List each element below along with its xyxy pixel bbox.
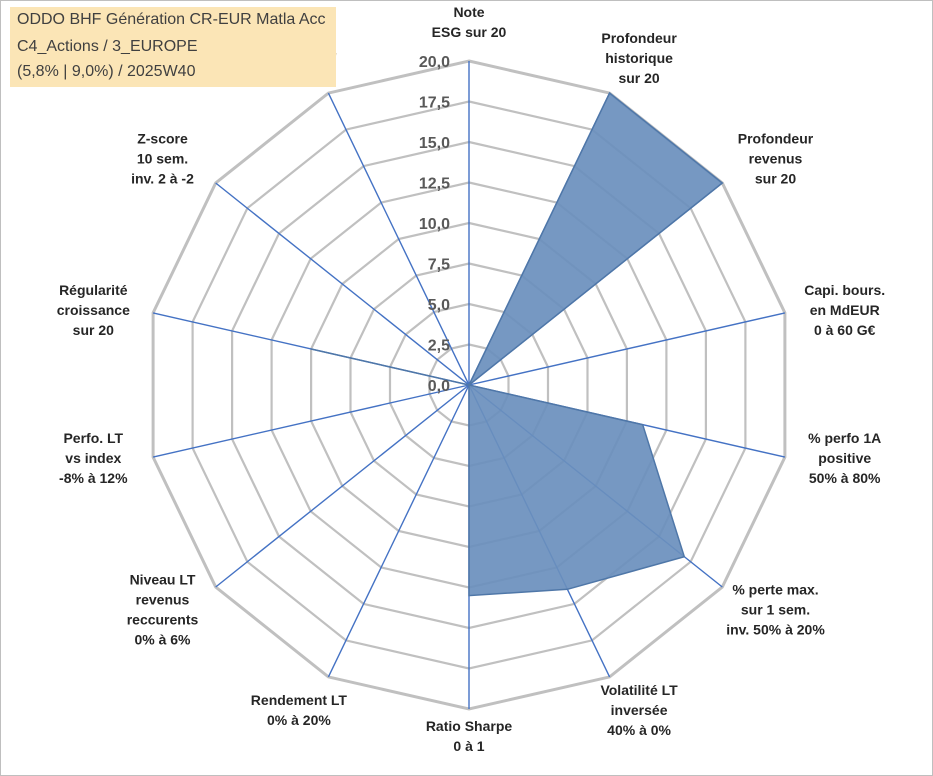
axis-label: Profondeur revenus sur 20 [738,130,814,186]
axis-label-line: 50% à 80% [809,470,881,486]
axis-label-line: ESG sur 20 [432,24,507,40]
axis-label-line: % perte max. [732,582,818,598]
axis-label-line: sur 20 [755,170,796,186]
axis-label: Volatilité LT inversée 40% à 0% [600,682,678,738]
axis-label-line: revenus [749,150,803,166]
axis-label-line: Profondeur [601,30,677,46]
radar-series [310,91,724,597]
tick-label: 5,0 [428,297,450,314]
axis-label-line: positive [818,450,871,466]
tick-label: 12,5 [419,176,450,193]
axis-label-line: % perfo 1A [808,430,881,446]
axis-label-line: 40% à 0% [607,722,671,738]
axis-label-line: Rendement LT [251,692,348,708]
axis-label: Note ESG sur 20 [432,4,507,40]
axis-label-line: en MdEUR [810,302,880,318]
axis-labels: Note ESG sur 20 Profondeur historique sur 20… [57,4,885,754]
axis-label: Régularité croissance sur 20 [57,282,130,338]
tick-label: 0,0 [428,378,450,395]
axis-label-line: inv. 2 à -2 [131,170,194,186]
tick-label: 15,0 [419,135,450,152]
axis-label: Perfo. LT vs index -8% à 12% [59,430,128,486]
axis-label-line: Note [453,4,484,20]
axis-label-line: sur 20 [618,70,659,86]
axis-label-line: revenus [136,592,190,608]
axis-label-line: sur 1 sem. [741,602,810,618]
axis-label-line: Z-score [137,130,188,146]
axis-label-line: Régularité [59,282,128,298]
axis-label-line: Volatilité LT [600,682,678,698]
axis-label-line: inv. 50% à 20% [726,622,825,638]
axis-label-line: 0 à 60 G€ [814,322,876,338]
axis-label: Rendement LT 0% à 20% [251,692,348,728]
axis-spoke [215,182,470,386]
fund-category: C4_Actions / 3_EUROPE [17,38,198,55]
tick-label: 10,0 [419,216,450,233]
axis-spoke [152,384,470,458]
radial-ticks: 0,0 2,5 5,0 7,5 10,0 12,5 15,0 17,5 20,0 [419,54,450,395]
axis-label: % perte max. sur 1 sem. inv. 50% à 20% [726,582,825,638]
axis-spoke [327,384,470,678]
axis-label: Niveau LT revenus reccurents 0% à 6% [127,572,199,648]
axis-label-line: sur 20 [73,322,114,338]
axis-label-line: inversée [611,702,668,718]
axis-label-line: croissance [57,302,130,318]
axis-label-line: Niveau LT [130,572,196,588]
tick-label: 7,5 [428,257,450,274]
axis-label-line: 0% à 20% [267,712,331,728]
axis-label-line: vs index [65,450,121,466]
axis-spoke [215,384,470,588]
tick-label: 2,5 [428,338,450,355]
axis-label-line: reccurents [127,612,199,628]
axis-label: Z-score 10 sem. inv. 2 à -2 [131,130,194,186]
axis-label-line: historique [605,50,673,66]
tick-label: 20,0 [419,54,450,71]
axis-label-line: Capi. bours. [804,282,885,298]
title-box: ODDO BHF Génération CR-EUR Matla Acc C4_… [10,7,336,87]
fund-name: ODDO BHF Génération CR-EUR Matla Acc [17,11,326,28]
axis-label-line: Profondeur [738,130,814,146]
axis-label: Ratio Sharpe 0 à 1 [426,718,513,754]
axis-label-line: 0% à 6% [134,632,191,648]
fund-stats: (5,8% | 9,0%) / 2025W40 [17,63,196,80]
axis-label-line: Ratio Sharpe [426,718,513,734]
axis-label-line: 10 sem. [137,150,188,166]
axis-label-line: Perfo. LT [63,430,123,446]
axis-label-line: -8% à 12% [59,470,128,486]
axis-label: % perfo 1A positive 50% à 80% [808,430,881,486]
axis-label-line: 0 à 1 [453,738,484,754]
axis-label: Capi. bours. en MdEUR 0 à 60 G€ [804,282,885,338]
tick-label: 17,5 [419,95,450,112]
axis-spoke [468,312,786,386]
axis-label: Profondeur historique sur 20 [601,30,677,86]
axis-spoke [327,92,470,386]
series-area [310,91,724,597]
